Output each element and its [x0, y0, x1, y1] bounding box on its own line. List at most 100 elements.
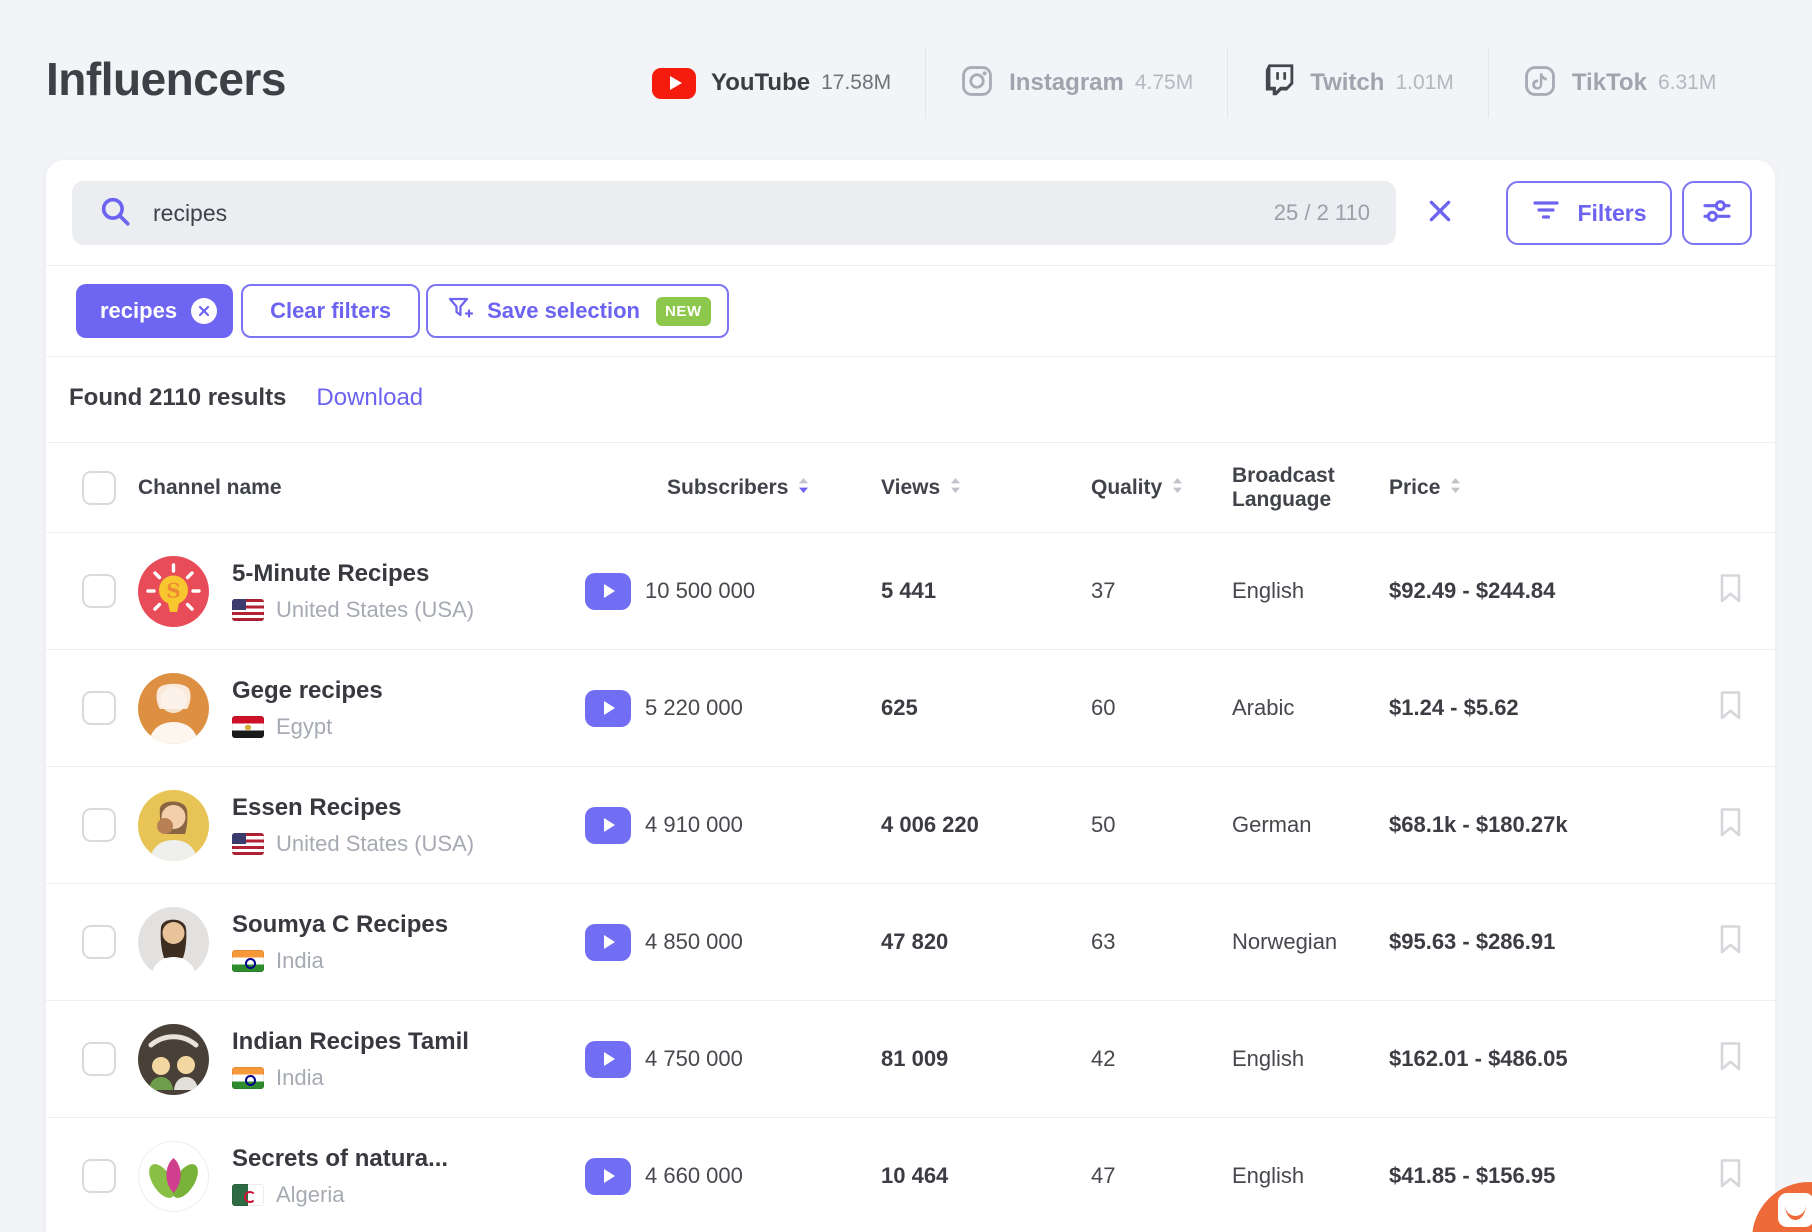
channel-cell[interactable]: Soumya C Recipes India: [138, 906, 571, 978]
bookmark-button[interactable]: [1703, 924, 1759, 960]
table-row[interactable]: S 5-Minute Recipes United States (USA) 1…: [46, 533, 1775, 650]
channel-name[interactable]: Soumya C Recipes: [232, 910, 449, 938]
tab-youtube[interactable]: YouTube 17.58M: [652, 67, 892, 99]
channel-name[interactable]: 5-Minute Recipes: [232, 559, 430, 587]
svg-text:S: S: [166, 578, 180, 602]
subscribers-value: 4 660 000: [645, 1163, 743, 1188]
search-input[interactable]: [153, 199, 1274, 227]
platform-name: Twitch: [1310, 69, 1385, 96]
filters-button[interactable]: Filters: [1506, 181, 1672, 245]
table-row[interactable]: Indian Recipes Tamil India 4 750 000 81 …: [46, 1001, 1775, 1118]
play-icon: [604, 584, 615, 598]
subscribers-value: 4 750 000: [645, 1046, 743, 1071]
column-views[interactable]: Views: [866, 476, 1075, 500]
dark-avatar: [138, 1023, 209, 1095]
row-checkbox[interactable]: [82, 1159, 116, 1193]
subscribers-value: 4 850 000: [645, 929, 743, 954]
column-quality[interactable]: Quality: [1075, 476, 1216, 500]
channel-name[interactable]: Gege recipes: [232, 676, 383, 704]
views-value: 10 464: [881, 1163, 949, 1188]
table-row[interactable]: Soumya C Recipes India 4 850 000 47 820 …: [46, 884, 1775, 1001]
bookmark-icon: [1718, 924, 1743, 960]
column-subscribers[interactable]: Subscribers: [645, 476, 866, 500]
chip-label: recipes: [100, 298, 178, 323]
channel-country: India: [276, 947, 324, 973]
price-value: $92.49 - $244.84: [1389, 578, 1556, 603]
platform-count: 17.58M: [821, 71, 892, 94]
chat-widget-button[interactable]: [1752, 1182, 1812, 1232]
youtube-play-button[interactable]: [585, 806, 631, 844]
tiktok-icon: [1523, 64, 1557, 103]
table-row[interactable]: Gege recipes Egypt 5 220 000 625 60 Arab…: [46, 650, 1775, 767]
views-value: 4 006 220: [881, 812, 979, 837]
flag-us-icon: [232, 832, 264, 855]
table-row[interactable]: Secrets of natura... Algeria 4 660 000 1…: [46, 1118, 1775, 1232]
play-icon: [604, 1052, 615, 1066]
divider: [925, 48, 927, 118]
tab-twitch[interactable]: Twitch 1.01M: [1262, 63, 1454, 103]
channel-cell[interactable]: Secrets of natura... Algeria: [138, 1140, 571, 1212]
channel-country: India: [276, 1064, 324, 1090]
views-value: 625: [881, 695, 918, 720]
instagram-icon: [960, 64, 994, 103]
search-bar[interactable]: 25 / 2 110: [72, 181, 1396, 245]
save-selection-button[interactable]: Save selection NEW: [426, 284, 729, 338]
row-checkbox[interactable]: [82, 574, 116, 608]
sort-icon[interactable]: [1449, 476, 1462, 500]
bookmark-icon: [1718, 1158, 1743, 1194]
bookmark-icon: [1718, 807, 1743, 843]
channel-cell[interactable]: Indian Recipes Tamil India: [138, 1023, 571, 1095]
tab-instagram[interactable]: Instagram 4.75M: [960, 64, 1193, 103]
youtube-play-button[interactable]: [585, 1157, 631, 1195]
channel-cell[interactable]: Gege recipes Egypt: [138, 672, 571, 744]
sort-icon[interactable]: [797, 476, 810, 500]
youtube-play-button[interactable]: [585, 923, 631, 961]
youtube-play-button[interactable]: [585, 1040, 631, 1078]
channel-name[interactable]: Indian Recipes Tamil: [232, 1027, 469, 1055]
play-icon: [604, 1169, 615, 1183]
active-filters-section: recipes Clear filters Save selection NEW: [46, 266, 1775, 357]
channel-country: Egypt: [276, 713, 333, 739]
flag-eg-icon: [232, 715, 264, 738]
table-row[interactable]: Essen Recipes United States (USA) 4 910 …: [46, 767, 1775, 884]
filter-lines-icon: [1531, 198, 1561, 228]
row-checkbox[interactable]: [82, 691, 116, 725]
tab-tiktok[interactable]: TikTok 6.31M: [1523, 64, 1716, 103]
filter-chip-recipes[interactable]: recipes: [76, 284, 234, 338]
remove-filter-icon[interactable]: [191, 298, 218, 324]
channel-name[interactable]: Secrets of natura...: [232, 1144, 449, 1172]
channel-name[interactable]: Essen Recipes: [232, 793, 402, 821]
flag-us-icon: [232, 598, 264, 621]
subscribers-value: 4 910 000: [645, 812, 743, 837]
sort-icon[interactable]: [1171, 476, 1184, 500]
bookmark-button[interactable]: [1703, 807, 1759, 843]
play-icon: [604, 701, 615, 715]
view-settings-button[interactable]: [1682, 181, 1752, 245]
youtube-play-button[interactable]: [585, 689, 631, 727]
bookmark-button[interactable]: [1703, 573, 1759, 609]
bookmark-button[interactable]: [1703, 1158, 1759, 1194]
bookmark-button[interactable]: [1703, 690, 1759, 726]
select-all-checkbox[interactable]: [82, 470, 116, 505]
youtube-play-button[interactable]: [585, 572, 631, 610]
clear-search-button[interactable]: [1418, 181, 1462, 245]
row-checkbox[interactable]: [82, 808, 116, 842]
results-count: Found 2110 results: [69, 384, 287, 411]
row-checkbox[interactable]: [82, 925, 116, 959]
views-value: 81 009: [881, 1046, 949, 1071]
divider: [1227, 48, 1229, 118]
sort-icon[interactable]: [949, 476, 962, 500]
quality-value: 50: [1091, 812, 1116, 837]
chat-smile-icon: [1778, 1193, 1812, 1227]
channel-cell[interactable]: Essen Recipes United States (USA): [138, 789, 571, 861]
subscribers-value: 5 220 000: [645, 695, 743, 720]
bookmark-button[interactable]: [1703, 1041, 1759, 1077]
column-price[interactable]: Price: [1373, 476, 1703, 500]
divider: [1487, 48, 1489, 118]
channel-cell[interactable]: S 5-Minute Recipes United States (USA): [138, 555, 571, 627]
row-checkbox[interactable]: [82, 1042, 116, 1076]
views-value: 5 441: [881, 578, 937, 603]
download-link[interactable]: Download: [316, 384, 424, 411]
clear-filters-button[interactable]: Clear filters: [241, 284, 421, 338]
language-value: English: [1232, 578, 1305, 603]
